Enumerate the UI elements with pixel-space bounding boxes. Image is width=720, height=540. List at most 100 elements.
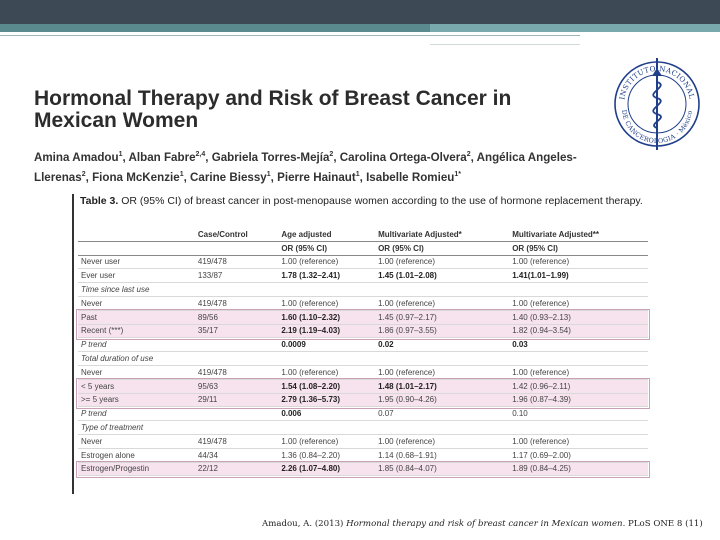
table-row: Total duration of use	[78, 351, 648, 366]
top-banner	[0, 0, 720, 24]
author-affiliation: 1*	[454, 170, 461, 178]
author-name: Carine Biessy	[190, 170, 267, 184]
table-caption: Table 3. OR (95% CI) of breast cancer in…	[80, 195, 643, 207]
table-cell: Estrogen alone	[78, 448, 195, 463]
table-cell: 1.48 (1.01–2.17)	[375, 379, 510, 394]
author-affiliation: 2	[329, 151, 334, 158]
table-cell: 22/12	[194, 462, 279, 477]
table-cell	[509, 351, 648, 366]
table-cell: 95/63	[194, 379, 279, 394]
author-name: Amina Amadou	[34, 150, 119, 164]
institute-seal-logo: INSTITUTO NACIONAL DE CANCEROLOGIA · Méx…	[614, 58, 700, 150]
table-cell: 1.95 (0.90–4.26)	[375, 393, 510, 408]
table-cell: 1.89 (0.84–4.25)	[509, 462, 648, 477]
citation-suffix: . PLoS ONE 8 (11)	[622, 519, 703, 529]
table-row: Past 89/56 1.60 (1.10–2.32) 1.45 (0.97–2.17…	[78, 310, 648, 325]
author-affiliation: 2,4	[195, 151, 206, 158]
table-cell: 419/478	[194, 365, 279, 380]
table-cell: 1.00 (reference)	[509, 296, 648, 311]
author-affiliation: 1	[118, 151, 123, 158]
paper-title: Hormonal Therapy and Risk of Breast Canc…	[34, 87, 512, 132]
table-cell	[278, 351, 376, 366]
table-cell: >= 5 years	[78, 393, 195, 408]
author-name: Carolina Ortega-Olvera	[339, 150, 467, 164]
table-cell: 2.79 (1.36–5.73)	[278, 393, 376, 408]
table-cell: 44/34	[194, 448, 279, 463]
table-cell: 1.00 (reference)	[278, 365, 376, 380]
citation-prefix: Amadou, A. (2013)	[262, 519, 347, 529]
table-cell: 1.00 (reference)	[509, 434, 648, 449]
table-header-row: Case/Control Age adjusted Multivariate Adj…	[78, 228, 648, 242]
table-cell: 1.00 (reference)	[375, 434, 510, 449]
table-row: Never user 419/478 1.00 (reference) 1.00 (r…	[78, 255, 648, 270]
table-cell: Recent (***)	[78, 324, 195, 339]
column-header: OR (95% CI)	[509, 241, 648, 256]
table-cell: < 5 years	[78, 379, 195, 394]
table-cell: 35/17	[194, 324, 279, 339]
table-cell: 1.00 (reference)	[278, 255, 376, 270]
table-cell	[375, 282, 510, 297]
table-row: Estrogen/Progestin 22/12 2.26 (1.07–4.80) 1…	[78, 462, 648, 477]
or-results-table: Case/Control Age adjusted Multivariate Adj…	[78, 228, 648, 477]
table-cell: 1.00 (reference)	[509, 255, 648, 270]
table-cell	[194, 420, 279, 435]
table-cell: 1.00 (reference)	[278, 434, 376, 449]
citation: Amadou, A. (2013) Hormonal therapy and r…	[262, 519, 703, 529]
table-cell: Type of treatment	[78, 420, 195, 435]
column-header: OR (95% CI)	[375, 241, 510, 256]
table-row: Estrogen alone 44/34 1.36 (0.84–2.20) 1.14 …	[78, 448, 648, 463]
table-cell: 1.40 (0.93–2.13)	[509, 310, 648, 325]
table-cell	[375, 420, 510, 435]
table-cell: 419/478	[194, 434, 279, 449]
author-affiliation: 2	[466, 151, 471, 158]
table-cell: 0.02	[375, 337, 510, 353]
table-cell: 1.17 (0.69–2.00)	[509, 448, 648, 463]
table-cell	[194, 282, 279, 297]
author-name: Isabelle Romieu	[366, 170, 455, 184]
table-cell	[375, 351, 510, 366]
table-cell: 29/11	[194, 393, 279, 408]
table-cell: 0.006	[278, 406, 376, 422]
table-cell: 0.07	[375, 406, 510, 422]
table-cell: 133/87	[194, 268, 279, 284]
divider-line-short	[430, 44, 580, 45]
column-header	[194, 241, 279, 256]
table-row: Never 419/478 1.00 (reference) 1.00 (refere…	[78, 296, 648, 311]
table-cell: 1.60 (1.10–2.32)	[278, 310, 376, 325]
table-cell: 1.82 (0.94–3.54)	[509, 324, 648, 339]
table-cell: 0.03	[509, 337, 648, 353]
table-row: Ever user 133/87 1.78 (1.32–2.41) 1.45 (1.0…	[78, 268, 648, 284]
table-cell: Past	[78, 310, 195, 325]
author-name: Pierre Hainaut	[277, 170, 356, 184]
table-cell: 1.85 (0.84–4.07)	[375, 462, 510, 477]
column-header: Multivariate Adjusted*	[375, 228, 510, 242]
table-cell: 1.45 (0.97–2.17)	[375, 310, 510, 325]
table-caption-text: OR (95% CI) of breast cancer in post-men…	[121, 195, 643, 207]
table-cell: Total duration of use	[78, 351, 195, 366]
table-cell: P trend	[78, 337, 195, 353]
table-cell: 1.36 (0.84–2.20)	[278, 448, 376, 463]
table-cell	[194, 406, 279, 422]
column-header	[78, 228, 195, 242]
author-name: Fiona McKenzie	[92, 170, 180, 184]
column-header: OR (95% CI)	[278, 241, 376, 256]
table-cell: 2.26 (1.07–4.80)	[278, 462, 376, 477]
table-row: Time since last use	[78, 282, 648, 297]
table-cell: 0.10	[509, 406, 648, 422]
table-cell	[509, 282, 648, 297]
table-row: >= 5 years 29/11 2.79 (1.36–5.73) 1.95 (0.9…	[78, 393, 648, 408]
table-cell: 1.00 (reference)	[375, 255, 510, 270]
table-cell: 1.00 (reference)	[278, 296, 376, 311]
table-cell: 1.00 (reference)	[375, 296, 510, 311]
table-row: Type of treatment	[78, 420, 648, 435]
author-name: Llerenas	[34, 170, 82, 184]
table-cell: 89/56	[194, 310, 279, 325]
table-cell: P trend	[78, 406, 195, 422]
table-cell	[194, 351, 279, 366]
table-row: Recent (***) 35/17 2.19 (1.19–4.03) 1.86 (0…	[78, 324, 648, 339]
author-affiliation: 1	[355, 170, 360, 178]
author-name: Alban Fabre	[128, 150, 196, 164]
table-cell: Never user	[78, 255, 195, 270]
table-cell: Never	[78, 365, 195, 380]
table-cell: Never	[78, 434, 195, 449]
